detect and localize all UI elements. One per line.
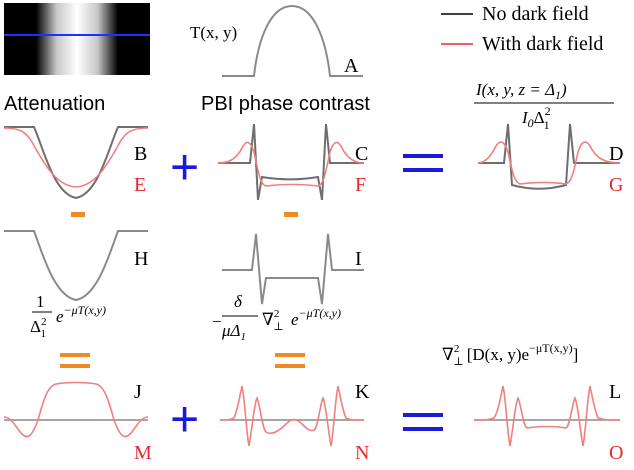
attenuation-term-curve	[4, 230, 148, 302]
thickness-curve	[222, 4, 363, 77]
intensity-curve-with-dark-field	[477, 141, 621, 185]
equals-marker-pbi-bottom	[275, 364, 305, 368]
attenuation-curve-no-dark-field	[4, 126, 148, 200]
equals-marker-pbi-top	[275, 353, 305, 357]
panel-label-g: G	[609, 174, 623, 196]
thickness-label: T(x, y)	[190, 23, 237, 42]
panel-d: D G	[477, 123, 623, 196]
formula-attenuation: 1 Δ2 1 e−μT(x,y)	[30, 292, 106, 340]
formula-pbi: − δ μΔ1 ∇2 ⊥ e−μT(x,y)	[212, 292, 341, 343]
panel-label-f: F	[355, 174, 366, 196]
legend-label-with-dark-field: With dark field	[482, 33, 603, 55]
pbi-curve-with-dark-field	[217, 141, 365, 187]
panel-label-k: K	[355, 381, 370, 403]
formula-i-denominator: μΔ1	[221, 321, 246, 343]
pbi-curve-no-dark-field	[218, 123, 364, 201]
plus-operator-1: +	[170, 139, 199, 195]
equals-bar-bottom	[403, 168, 443, 172]
panel-label-o: O	[609, 442, 623, 464]
equals-bar-top	[403, 154, 443, 158]
panel-h: H	[4, 230, 148, 302]
pbi-dark-field-curve	[219, 385, 365, 447]
sample-thumbnail	[4, 3, 150, 75]
panel-b: B E	[3, 126, 149, 200]
panel-label-b: B	[134, 143, 147, 165]
panel-label-j: J	[134, 381, 142, 403]
header-attenuation: Attenuation	[4, 93, 105, 115]
equals-bar-top	[403, 413, 443, 417]
panel-label-h: H	[134, 248, 148, 270]
panel-a: T(x, y) A	[190, 4, 363, 77]
panel-l: L O	[473, 381, 623, 464]
equals-marker-pbi	[275, 353, 305, 368]
formula-i-minus: −	[212, 312, 222, 331]
panel-label-d: D	[609, 143, 623, 165]
equals-bar-bottom	[403, 427, 443, 431]
legend-label-no-dark-field: No dark field	[482, 3, 589, 25]
equals-operator-1	[403, 154, 443, 172]
formula-h-denominator: Δ2 1	[30, 316, 46, 340]
panel-label-l: L	[609, 381, 621, 403]
formula-l: ∇2 ⊥ [D(x, y)e−μT(x,y)]	[442, 341, 578, 368]
pbi-term-curve	[222, 233, 364, 305]
panel-j: J M	[3, 381, 152, 464]
panel-k: K N	[219, 381, 370, 464]
panel-c: C F	[217, 123, 368, 201]
equals-marker-attenuation-top	[60, 353, 90, 357]
formula-dark-field: ∇2 ⊥ [D(x, y)e−μT(x,y)]	[442, 341, 578, 368]
formula-i-exponential: e−μT(x,y)	[291, 306, 341, 329]
equals-marker-attenuation-bottom	[60, 364, 90, 368]
panel-label-m: M	[134, 442, 152, 464]
panel-label-n: N	[355, 442, 369, 464]
panel-label-c: C	[355, 143, 368, 165]
panel-label-a: A	[344, 55, 359, 77]
sample-thumbnail-image	[4, 3, 150, 75]
panel-label-i: I	[355, 248, 362, 270]
intensity-numerator: I(x, y, z = Δ1)	[475, 80, 567, 102]
minus-marker-attenuation	[71, 212, 85, 217]
intensity-expression: I(x, y, z = Δ1) I0Δ2 1	[474, 80, 614, 132]
intensity-denominator: I0Δ2 1	[521, 104, 551, 132]
equals-operator-2	[403, 413, 443, 431]
equals-marker-attenuation	[60, 353, 90, 368]
combined-dark-field-curve	[473, 385, 621, 447]
attenuation-curve-with-dark-field	[3, 127, 149, 188]
minus-marker-pbi	[284, 212, 298, 217]
panel-i: I	[222, 233, 364, 305]
legend: No dark field With dark field	[441, 3, 603, 55]
attenuation-dark-field-curve	[3, 381, 149, 438]
formula-h-numerator: 1	[36, 292, 45, 311]
formula-i-operator: ∇2 ⊥	[262, 308, 284, 333]
formula-h-exponential: e−μT(x,y)	[56, 303, 106, 326]
plus-operator-2: +	[170, 391, 199, 447]
formula-i-numerator: δ	[234, 292, 243, 311]
panel-label-e: E	[134, 174, 146, 196]
header-pbi: PBI phase contrast	[201, 93, 370, 115]
